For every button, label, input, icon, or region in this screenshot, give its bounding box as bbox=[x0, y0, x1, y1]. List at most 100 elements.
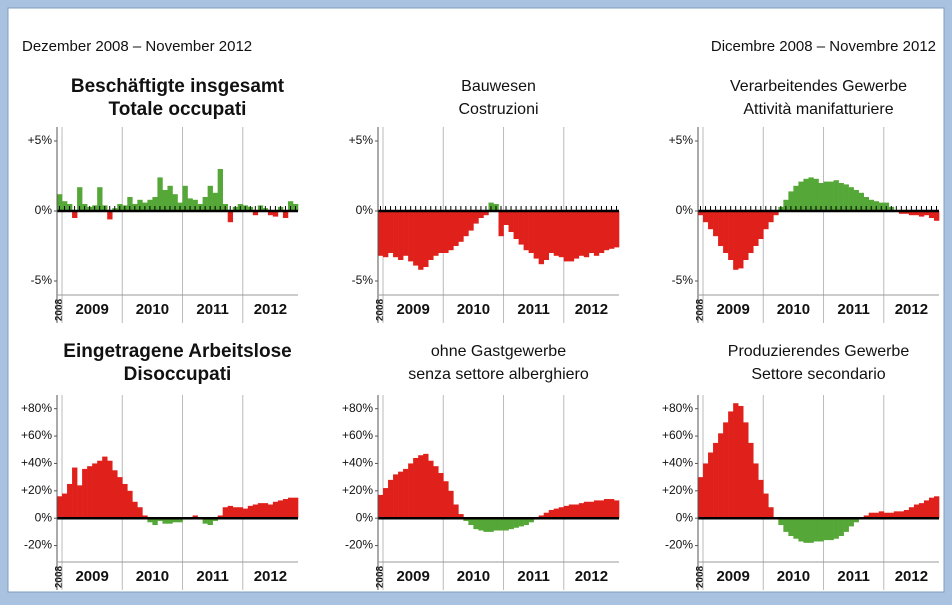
bar bbox=[172, 194, 178, 211]
y-tick-label: 0% bbox=[35, 510, 53, 524]
bar bbox=[733, 211, 739, 270]
year-label: 2010 bbox=[777, 568, 810, 585]
bar bbox=[553, 211, 560, 256]
bar bbox=[593, 211, 600, 256]
bar bbox=[533, 211, 539, 259]
bar bbox=[202, 197, 208, 211]
bar bbox=[398, 471, 404, 519]
year-label: 2011 bbox=[196, 301, 229, 318]
bar bbox=[933, 211, 940, 221]
bar bbox=[107, 460, 113, 519]
bar bbox=[413, 211, 419, 266]
bar bbox=[57, 496, 63, 519]
bar bbox=[548, 211, 555, 253]
bar bbox=[57, 194, 63, 211]
year-label: 2009 bbox=[75, 568, 108, 585]
bar bbox=[77, 485, 83, 519]
year-label: 2008 bbox=[54, 298, 65, 321]
bar bbox=[558, 507, 565, 519]
bar bbox=[453, 211, 459, 246]
bar bbox=[458, 211, 464, 242]
bar bbox=[833, 180, 839, 211]
bar bbox=[808, 518, 814, 543]
y-tick-label: +20% bbox=[342, 483, 373, 497]
bar bbox=[583, 501, 590, 519]
bar bbox=[157, 177, 163, 211]
bar bbox=[498, 211, 504, 237]
bar bbox=[272, 501, 279, 519]
bar bbox=[933, 496, 940, 519]
year-label: 2008 bbox=[54, 565, 65, 588]
bar bbox=[237, 507, 244, 519]
bar bbox=[843, 518, 849, 532]
bar bbox=[903, 211, 910, 214]
bar bbox=[868, 512, 875, 519]
bar bbox=[393, 211, 399, 258]
bar bbox=[763, 493, 769, 519]
bar bbox=[828, 181, 834, 211]
bar bbox=[438, 473, 444, 519]
bar bbox=[428, 460, 434, 519]
bar bbox=[448, 211, 454, 251]
bar bbox=[838, 183, 844, 211]
bar bbox=[187, 198, 193, 211]
y-tick-label: 0% bbox=[676, 203, 694, 217]
y-tick-label: +40% bbox=[662, 456, 693, 470]
bar bbox=[242, 508, 249, 519]
bar bbox=[77, 187, 83, 211]
bar bbox=[277, 500, 284, 519]
bar bbox=[753, 211, 759, 246]
year-label: 2012 bbox=[575, 568, 608, 585]
bar bbox=[408, 211, 414, 262]
y-tick-label: +60% bbox=[662, 428, 693, 442]
bar bbox=[723, 211, 729, 253]
bar bbox=[478, 211, 484, 218]
y-tick-label: -5% bbox=[31, 273, 53, 287]
year-label: 2008 bbox=[695, 298, 706, 321]
bar bbox=[523, 518, 529, 526]
year-label: 2010 bbox=[136, 301, 169, 318]
bar bbox=[613, 500, 620, 519]
bar bbox=[162, 190, 168, 211]
y-tick-label: +80% bbox=[342, 401, 373, 415]
bar bbox=[508, 518, 514, 530]
bar bbox=[888, 512, 895, 519]
bar bbox=[72, 467, 78, 519]
bar bbox=[568, 211, 575, 262]
bar bbox=[858, 192, 864, 211]
year-label: 2012 bbox=[254, 301, 287, 318]
y-tick-label: +5% bbox=[28, 133, 53, 147]
bar bbox=[713, 211, 719, 237]
year-label: 2011 bbox=[196, 568, 229, 585]
y-tick-label: +80% bbox=[662, 401, 693, 415]
bar bbox=[763, 211, 769, 230]
bar bbox=[92, 463, 98, 519]
y-tick-label: -20% bbox=[665, 538, 693, 552]
bar bbox=[127, 490, 133, 519]
bar bbox=[67, 483, 73, 519]
bar bbox=[423, 453, 429, 519]
year-label: 2010 bbox=[457, 568, 490, 585]
bar bbox=[403, 211, 409, 256]
bar bbox=[698, 211, 704, 216]
bar bbox=[708, 211, 714, 230]
y-tick-label: +5% bbox=[669, 133, 694, 147]
bar bbox=[227, 211, 234, 223]
bar bbox=[758, 479, 764, 519]
bar bbox=[152, 518, 158, 526]
y-tick-label: +20% bbox=[21, 483, 52, 497]
y-tick-label: +60% bbox=[21, 428, 52, 442]
bar bbox=[257, 503, 264, 519]
chart-title: Verarbeitendes Gewerbe bbox=[730, 78, 907, 95]
bar bbox=[217, 169, 223, 211]
bar bbox=[538, 211, 544, 265]
bar bbox=[287, 497, 294, 519]
bar bbox=[202, 518, 208, 524]
bar bbox=[252, 504, 259, 519]
bar bbox=[793, 518, 799, 539]
bar bbox=[448, 490, 454, 519]
bar bbox=[142, 515, 148, 519]
bar bbox=[433, 211, 439, 256]
bar bbox=[292, 497, 299, 519]
